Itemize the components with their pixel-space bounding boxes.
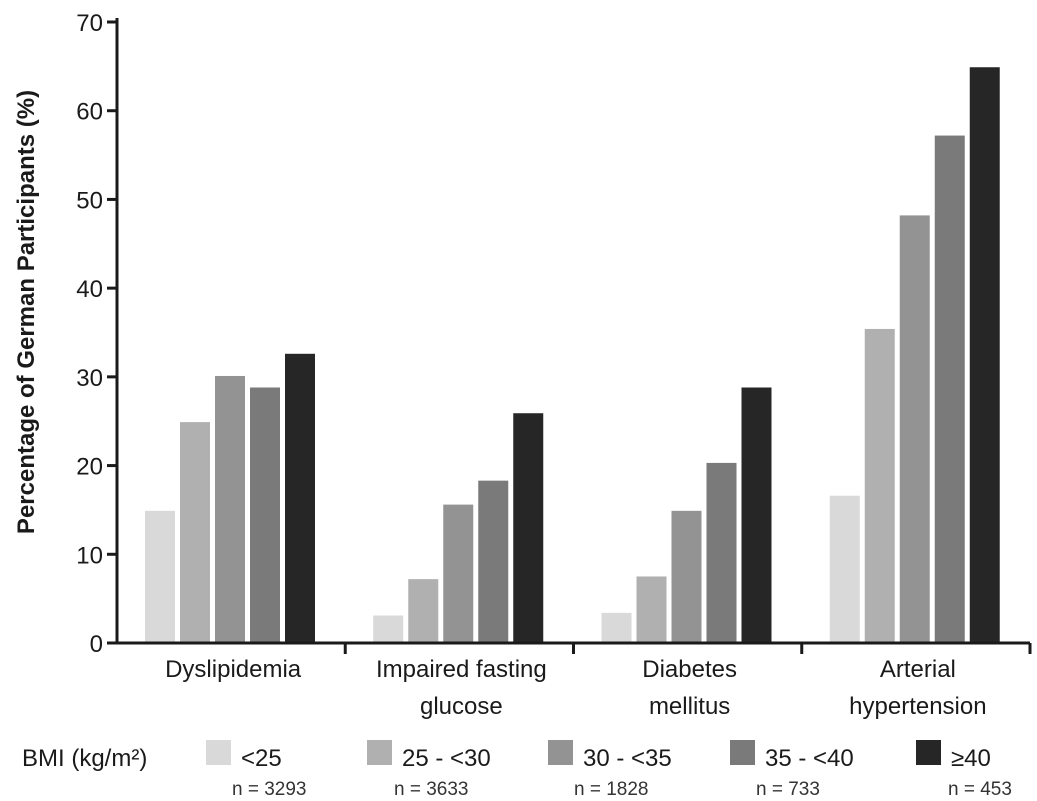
bar-4-series-5: [969, 67, 1000, 644]
bar-2-series-1: [373, 615, 404, 643]
bar-2-series-2: [408, 579, 439, 643]
y-tick-label-40: 40: [76, 276, 103, 303]
bar-3-series-1: [601, 612, 632, 643]
category-label-2-line-1: Impaired fasting: [376, 656, 547, 683]
bar-4-series-2: [864, 328, 895, 643]
category-label-3-line-1: Diabetes: [642, 656, 737, 683]
bar-4-series-1: [829, 495, 860, 643]
legend-label-3: 30 - <35: [583, 745, 672, 772]
bar-3-series-5: [741, 387, 772, 643]
bar-1-series-2: [180, 422, 210, 643]
legend-label-2: 25 - <30: [402, 745, 491, 772]
category-label-2-line-2: glucose: [420, 693, 503, 720]
category-label-4-line-2: hypertension: [849, 693, 986, 720]
bar-4-series-3: [899, 215, 930, 643]
y-tick-label-60: 60: [76, 99, 103, 126]
legend-title: BMI (kg/m²): [22, 745, 147, 772]
y-tick-label-0: 0: [90, 631, 103, 658]
bar-3-series-3: [671, 510, 702, 643]
bar-2-series-4: [478, 480, 509, 643]
plot-area: 0 10 20 30 40 50 60 70 Dyslipidemia Impaired fast…: [76, 10, 1032, 720]
category-label-3-line-2: mellitus: [649, 693, 730, 720]
bar-2-series-5: [513, 413, 544, 643]
y-tick-label-20: 20: [76, 454, 103, 481]
y-tick-label-30: 30: [76, 365, 103, 392]
bar-1-series-3: [215, 375, 245, 643]
bar-1-series-5: [285, 353, 315, 643]
legend-n-2: n = 3633: [394, 779, 469, 800]
bar-3-series-4: [706, 462, 737, 643]
legend-swatch-5: [916, 740, 941, 765]
legend-label-4: 35 - <40: [765, 745, 854, 772]
legend-n-1: n = 3293: [232, 779, 307, 800]
legend-swatch-2: [367, 740, 392, 765]
bar-3-series-2: [636, 576, 667, 643]
legend-swatch-3: [548, 740, 573, 765]
bar-1-series-4: [250, 387, 280, 643]
category-label-4-line-1: Arterial: [880, 656, 956, 683]
legend-n-4: n = 733: [756, 779, 820, 800]
legend-swatch-4: [730, 740, 755, 765]
y-tick-label-10: 10: [76, 542, 103, 569]
legend-label-1: <25: [241, 745, 282, 772]
y-axis-label: Percentage of German Participants (%): [13, 90, 40, 534]
bar-1-series-1: [145, 510, 175, 643]
legend: BMI (kg/m²) <25 n = 3293 25 - <30 n = 3633 30…: [22, 740, 1012, 800]
legend-swatch-1: [206, 740, 231, 765]
bar-2-series-3: [443, 504, 474, 643]
legend-n-5: n = 453: [948, 779, 1012, 800]
legend-label-5: ≥40: [951, 745, 991, 772]
legend-n-3: n = 1828: [574, 779, 649, 800]
y-tick-label-70: 70: [76, 10, 103, 37]
y-tick-label-50: 50: [76, 187, 103, 214]
bar-4-series-4: [934, 135, 965, 643]
category-label-1: Dyslipidemia: [165, 656, 302, 683]
